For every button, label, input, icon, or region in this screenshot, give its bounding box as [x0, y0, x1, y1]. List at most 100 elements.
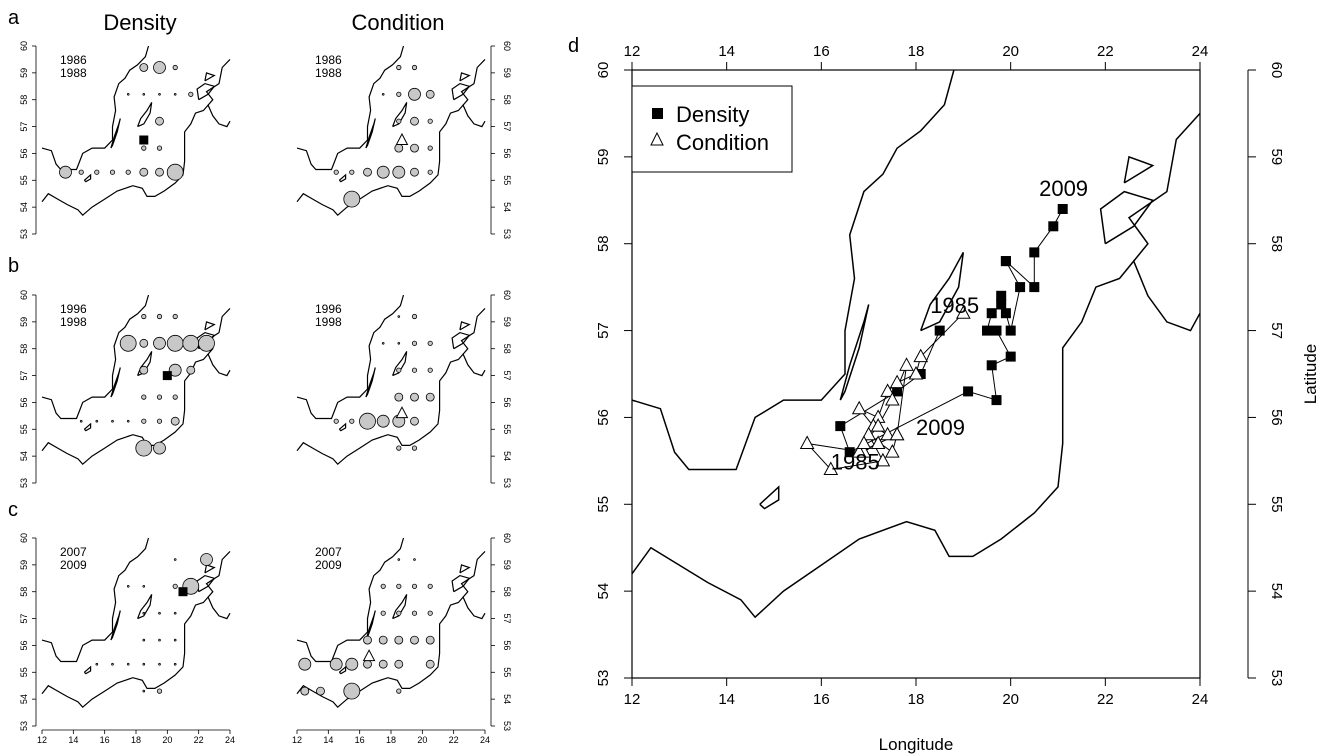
- lat-tick-label: 56: [19, 397, 29, 407]
- island-outline: [83, 422, 92, 432]
- survey-point: [396, 583, 402, 589]
- lat-tick-label: 55: [502, 667, 512, 677]
- survey-point: [396, 64, 402, 71]
- lat-tick-label: 60: [502, 290, 512, 300]
- survey-point: [141, 418, 147, 424]
- lon-tick-label: 22: [449, 735, 459, 745]
- island-outline: [919, 252, 965, 332]
- center-of-gravity-marker: [395, 132, 409, 145]
- survey-point: [125, 169, 131, 175]
- survey-point: [411, 340, 418, 346]
- density-point: [892, 386, 903, 397]
- survey-point: [410, 116, 419, 126]
- lat-tick-label: 58: [19, 344, 29, 354]
- lon-tick-label: 22: [194, 735, 204, 745]
- year-end-label: 1988: [60, 66, 87, 80]
- lat-tick-label: 57: [19, 614, 29, 624]
- x-tick-label-bottom: 22: [1097, 691, 1114, 708]
- island-outline: [137, 102, 153, 128]
- survey-point: [378, 659, 388, 669]
- y-tick-label-left: 56: [595, 409, 612, 426]
- legend-label-condition: Condition: [676, 130, 769, 155]
- center-of-gravity-marker: [162, 371, 172, 381]
- series: [799, 204, 1068, 476]
- center-of-gravity-marker: [178, 587, 188, 597]
- survey-point: [363, 659, 372, 669]
- survey-point: [142, 611, 146, 615]
- survey-point: [427, 340, 433, 346]
- y-tick-label-right: 58: [1268, 235, 1285, 252]
- year-end-label: 2009: [60, 558, 87, 572]
- survey-point: [182, 334, 200, 352]
- panel-label-a: a: [8, 7, 20, 29]
- lon-tick-label: 18: [386, 735, 396, 745]
- x-tick-label-bottom: 24: [1192, 691, 1209, 708]
- x-tick-label-top: 14: [718, 43, 735, 60]
- lat-tick-label: 54: [19, 694, 29, 704]
- island-outline: [83, 665, 92, 675]
- lat-tick-label: 56: [19, 148, 29, 158]
- survey-point: [155, 116, 164, 126]
- year-start-label: 1996: [60, 302, 87, 316]
- survey-point: [381, 92, 385, 96]
- survey-point: [142, 92, 146, 96]
- survey-point: [392, 165, 406, 179]
- lat-tick-label: 58: [19, 95, 29, 105]
- survey-point: [156, 418, 163, 424]
- survey-point: [141, 313, 147, 320]
- survey-point: [156, 688, 163, 694]
- year-label: 2009: [1039, 176, 1088, 201]
- x-tick-label-top: 16: [813, 43, 830, 60]
- lat-tick-label: 59: [19, 317, 29, 327]
- y-axis-label: Latitude: [1301, 344, 1320, 405]
- legend-box: [631, 85, 793, 173]
- coastline-segment: [296, 537, 405, 663]
- x-tick-label-bottom: 12: [624, 691, 641, 708]
- survey-point: [380, 583, 386, 589]
- lat-tick-label: 56: [19, 640, 29, 650]
- lon-tick-label: 16: [355, 735, 365, 745]
- survey-point: [158, 662, 161, 666]
- survey-point: [397, 341, 401, 345]
- survey-point: [172, 64, 178, 71]
- density-point: [1057, 204, 1068, 214]
- map-b-density: 1996 1998: [41, 294, 231, 483]
- survey-point: [300, 686, 310, 696]
- survey-point: [142, 689, 146, 693]
- island-outline: [204, 564, 216, 574]
- panel-label-c: c: [8, 499, 18, 521]
- survey-point: [427, 610, 433, 616]
- density-point: [835, 421, 846, 432]
- survey-point: [142, 638, 146, 642]
- survey-point: [139, 365, 149, 375]
- year-start-label: 1986: [315, 53, 342, 67]
- lat-tick-label: 56: [502, 640, 512, 650]
- condition-point: [799, 435, 815, 449]
- survey-point: [363, 167, 372, 177]
- condition-point: [851, 444, 867, 458]
- survey-point: [188, 91, 194, 97]
- survey-point: [173, 558, 177, 561]
- density-point: [1000, 308, 1011, 319]
- survey-point: [173, 611, 177, 615]
- lon-tick-label: 20: [162, 735, 172, 745]
- map-frame: [297, 538, 485, 726]
- condition-point: [856, 435, 872, 449]
- survey-point: [359, 412, 376, 430]
- survey-point: [316, 686, 325, 696]
- density-point: [1029, 282, 1040, 293]
- density-point: [915, 369, 926, 379]
- column-title-condition: Condition: [352, 10, 445, 35]
- survey-point: [111, 662, 114, 666]
- coastline-segment: [41, 595, 231, 709]
- survey-point: [172, 313, 178, 320]
- survey-point: [95, 662, 99, 666]
- density-point: [844, 447, 855, 458]
- lat-tick-label: 60: [19, 533, 29, 543]
- condition-point: [880, 426, 895, 441]
- survey-point: [142, 662, 146, 666]
- year-end-label: 1998: [60, 315, 87, 329]
- lat-tick-label: 59: [502, 317, 512, 327]
- map-a-condition: 1986 1988: [296, 45, 486, 234]
- survey-point: [411, 583, 418, 589]
